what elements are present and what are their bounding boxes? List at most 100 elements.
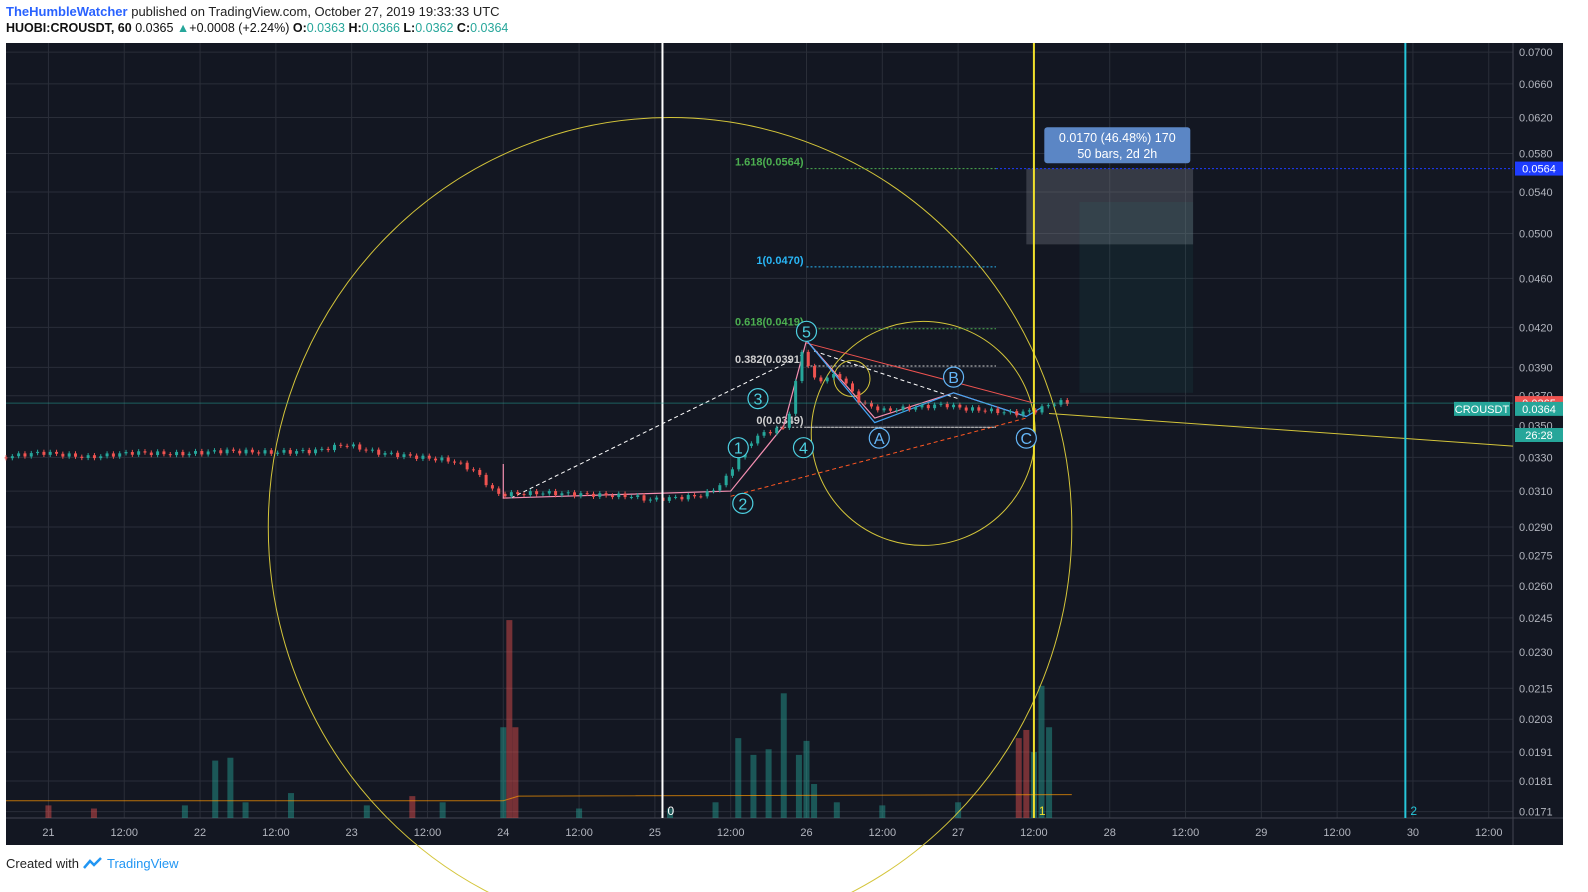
x-tick-label: 23 (346, 827, 358, 839)
volume-bar (750, 754, 757, 818)
fib-circle-large (267, 117, 1073, 892)
candle-body (1059, 400, 1063, 405)
x-tick-label: 25 (649, 827, 661, 839)
wave-label-circle (795, 320, 818, 342)
candle-body (844, 378, 848, 384)
candle-body (99, 456, 103, 459)
candle-body (857, 391, 861, 403)
candle-body (806, 351, 810, 366)
candle-body (895, 410, 899, 412)
candle-body (370, 449, 374, 451)
candle-body (737, 457, 741, 470)
y-tick-label: 0.0191 (1519, 747, 1553, 759)
candle-body (794, 381, 798, 414)
x-tick-label: 12:00 (717, 827, 745, 839)
candle-body (156, 451, 160, 456)
candle-body (86, 455, 90, 458)
wave-label-circle (868, 427, 890, 449)
volume-bar (1038, 685, 1045, 818)
candle-body (901, 406, 905, 411)
volume-bar (811, 784, 818, 818)
candle-body (604, 493, 608, 496)
candle-body (80, 456, 84, 458)
fib-level-label: 1.618(0.0564) (735, 157, 804, 169)
candle-body (756, 435, 760, 444)
candle-body (522, 494, 526, 496)
candle-body (914, 407, 918, 410)
candle-body (465, 462, 469, 470)
open-label: O: (292, 21, 307, 35)
abc-wave-path (806, 340, 1042, 424)
candle-body (781, 427, 785, 429)
candle-body (1008, 411, 1012, 413)
y-tick-label: 0.0460 (1519, 273, 1553, 285)
volume-bar (879, 805, 886, 818)
candle-body (629, 497, 633, 499)
candle-body (1040, 406, 1044, 413)
candle-body (800, 351, 804, 382)
candle-body (48, 451, 52, 455)
candle-body (29, 453, 33, 457)
wave-label: 3 (754, 392, 763, 409)
candle-body (389, 452, 393, 454)
volume-bar (45, 805, 52, 818)
candle-body (143, 451, 147, 453)
candle-body (383, 453, 387, 455)
candle-body (718, 485, 722, 491)
candle-body (560, 493, 564, 496)
volume-bar (227, 757, 234, 818)
volume-bar (765, 749, 772, 818)
candle-body (257, 452, 261, 454)
candle-body (421, 455, 425, 459)
candle-body (92, 455, 96, 459)
candle-body (200, 451, 204, 455)
candle-body (175, 451, 179, 456)
candle-body (345, 445, 349, 447)
volume-bar (512, 727, 519, 818)
x-tick-label: 12:00 (414, 827, 442, 839)
candle-body (680, 496, 684, 500)
fib-level-label: 1(0.0470) (756, 255, 803, 267)
volume-bar (833, 802, 840, 818)
footer: Created with TradingView (6, 856, 179, 871)
candle-body (1015, 411, 1019, 416)
y-tick-label: 0.0260 (1519, 581, 1553, 593)
candle-body (23, 453, 27, 457)
candle-body (459, 462, 463, 464)
x-tick-label: 12:00 (869, 827, 897, 839)
candle-body (244, 449, 248, 454)
candle-body (295, 451, 299, 454)
chart-background (6, 43, 1563, 845)
candle-body (705, 491, 709, 497)
candle-body (219, 450, 223, 454)
candle-body (610, 495, 614, 498)
x-tick-label: 12:00 (262, 827, 290, 839)
volume-bar (363, 805, 370, 818)
x-tick-label: 12:00 (1020, 827, 1048, 839)
volume-bar (90, 808, 97, 818)
wave-label: 1 (734, 441, 743, 458)
tradingview-link[interactable]: TradingView (106, 856, 179, 871)
candle-body (655, 497, 659, 500)
candle-body (1065, 400, 1069, 404)
candle-body (838, 374, 842, 379)
candle-body (712, 490, 716, 492)
candle-body (983, 410, 987, 412)
author-link[interactable]: TheHumbleWatcher (6, 4, 128, 19)
candle-body (181, 451, 185, 456)
candle-body (320, 448, 324, 450)
price-tag-close-bg (1515, 401, 1563, 416)
candle-body (276, 452, 280, 454)
candle-body (73, 453, 77, 457)
candle-body (876, 406, 880, 411)
low-value: 0.0362 (415, 21, 454, 35)
high-label: H: (348, 21, 362, 35)
up-arrow-icon: ▲ (176, 21, 190, 35)
candle-body (636, 495, 640, 498)
candle-body (971, 407, 975, 411)
resistance-line (806, 342, 1035, 404)
candle-body (36, 451, 40, 454)
candle-body (939, 403, 943, 405)
candle-body (434, 458, 438, 461)
